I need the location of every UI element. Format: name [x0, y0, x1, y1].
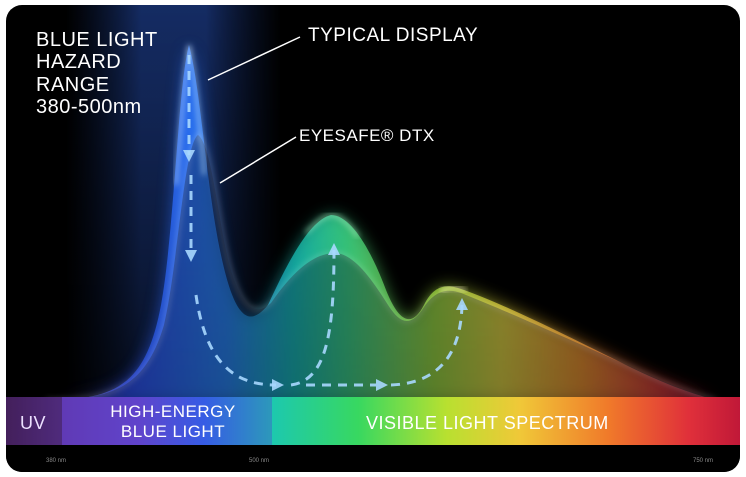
arrowhead-down-2 — [185, 250, 197, 262]
visible-band-label: VISIBLE LIGHT SPECTRUM — [366, 413, 609, 433]
tick-500: 500 nm — [249, 458, 270, 464]
eyesafe-label: EYESAFE® DTX — [299, 126, 435, 145]
arrowhead-right-2 — [376, 379, 388, 391]
hazard-line-3: RANGE — [36, 73, 110, 96]
hazard-range-label: BLUE LIGHT HAZARD RANGE 380-500nm — [36, 29, 158, 119]
eyesafe-curve-outline — [45, 133, 717, 401]
eyesafe-leader-line — [219, 136, 297, 184]
arrow-yellow-up — [390, 304, 464, 387]
blue-peak-highlight — [174, 44, 206, 186]
arrowhead-up-yellow — [456, 298, 468, 310]
hazard-line-2: HAZARD — [36, 51, 122, 74]
uv-segment — [6, 397, 62, 445]
high-energy-segment — [62, 397, 272, 445]
yellow-peak-highlight — [440, 285, 467, 294]
high-energy-line-1: HIGH-ENERGY — [110, 402, 236, 421]
high-energy-band-label: HIGH-ENERGY BLUE LIGHT — [90, 402, 256, 441]
tick-380: 380 nm — [46, 458, 67, 464]
typical-display-curve — [46, 45, 716, 400]
arrowhead-up-green — [328, 243, 340, 255]
typical-leader-line — [207, 36, 301, 81]
uv-band-label: UV — [20, 413, 47, 433]
high-energy-line-2: BLUE LIGHT — [120, 421, 226, 441]
green-peak-highlight — [304, 213, 360, 238]
arrow-curve-bottom — [194, 294, 277, 387]
arrowhead-right-1 — [272, 379, 284, 391]
spectrum-bar — [6, 397, 740, 445]
tick-750: 750 nm — [693, 458, 714, 464]
arrowhead-down-1 — [183, 150, 195, 162]
spectrum-graphic — [6, 5, 740, 472]
hazard-line-4: 380-500nm — [36, 96, 142, 119]
arrow-green-up — [290, 249, 336, 387]
hazard-line-1: BLUE LIGHT — [36, 29, 158, 51]
arrow-heads — [183, 150, 468, 391]
eyesafe-curve-shade — [46, 135, 716, 400]
shift-arrows — [187, 55, 464, 387]
spectrum-diagram: BLUE LIGHT HAZARD RANGE 380-500nm TYPICA… — [6, 5, 740, 472]
typical-display-label: TYPICAL DISPLAY — [308, 25, 479, 46]
tick-strip — [6, 445, 740, 472]
